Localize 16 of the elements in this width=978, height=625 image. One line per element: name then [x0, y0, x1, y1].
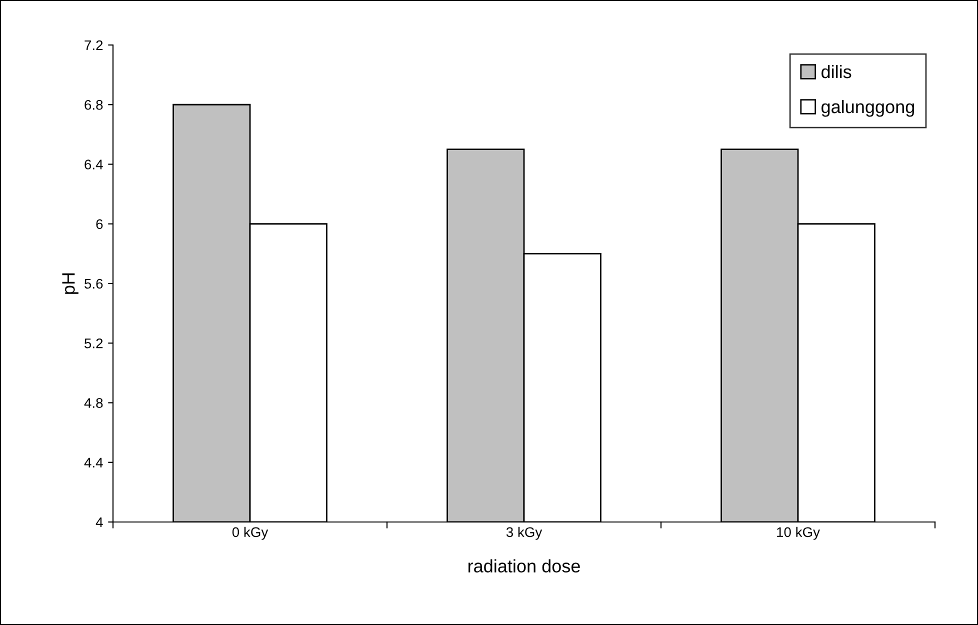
y-tick-label: 6: [96, 219, 103, 230]
x-tick-label: 0 kGy: [232, 526, 268, 540]
x-tick-label: 10 kGy: [777, 526, 820, 540]
y-tick-label: 4.4: [84, 458, 103, 468]
legend-label: dilis: [822, 64, 852, 78]
y-tick-label: 5.6: [84, 278, 103, 289]
x-axis-title: radiation dose: [468, 559, 580, 573]
y-tick-label: 7.2: [84, 40, 103, 50]
y-tick-label: 6.4: [84, 160, 103, 170]
x-tick-label: 3 kGy: [506, 526, 542, 540]
legend-label: galunggong: [822, 100, 914, 117]
y-axis-title: pH: [62, 273, 78, 294]
y-tick-label: 6.8: [84, 100, 103, 110]
y-tick-label: 4.8: [84, 398, 103, 408]
y-tick-label: 5.2: [84, 338, 103, 348]
y-tick-label: 4: [96, 517, 103, 528]
